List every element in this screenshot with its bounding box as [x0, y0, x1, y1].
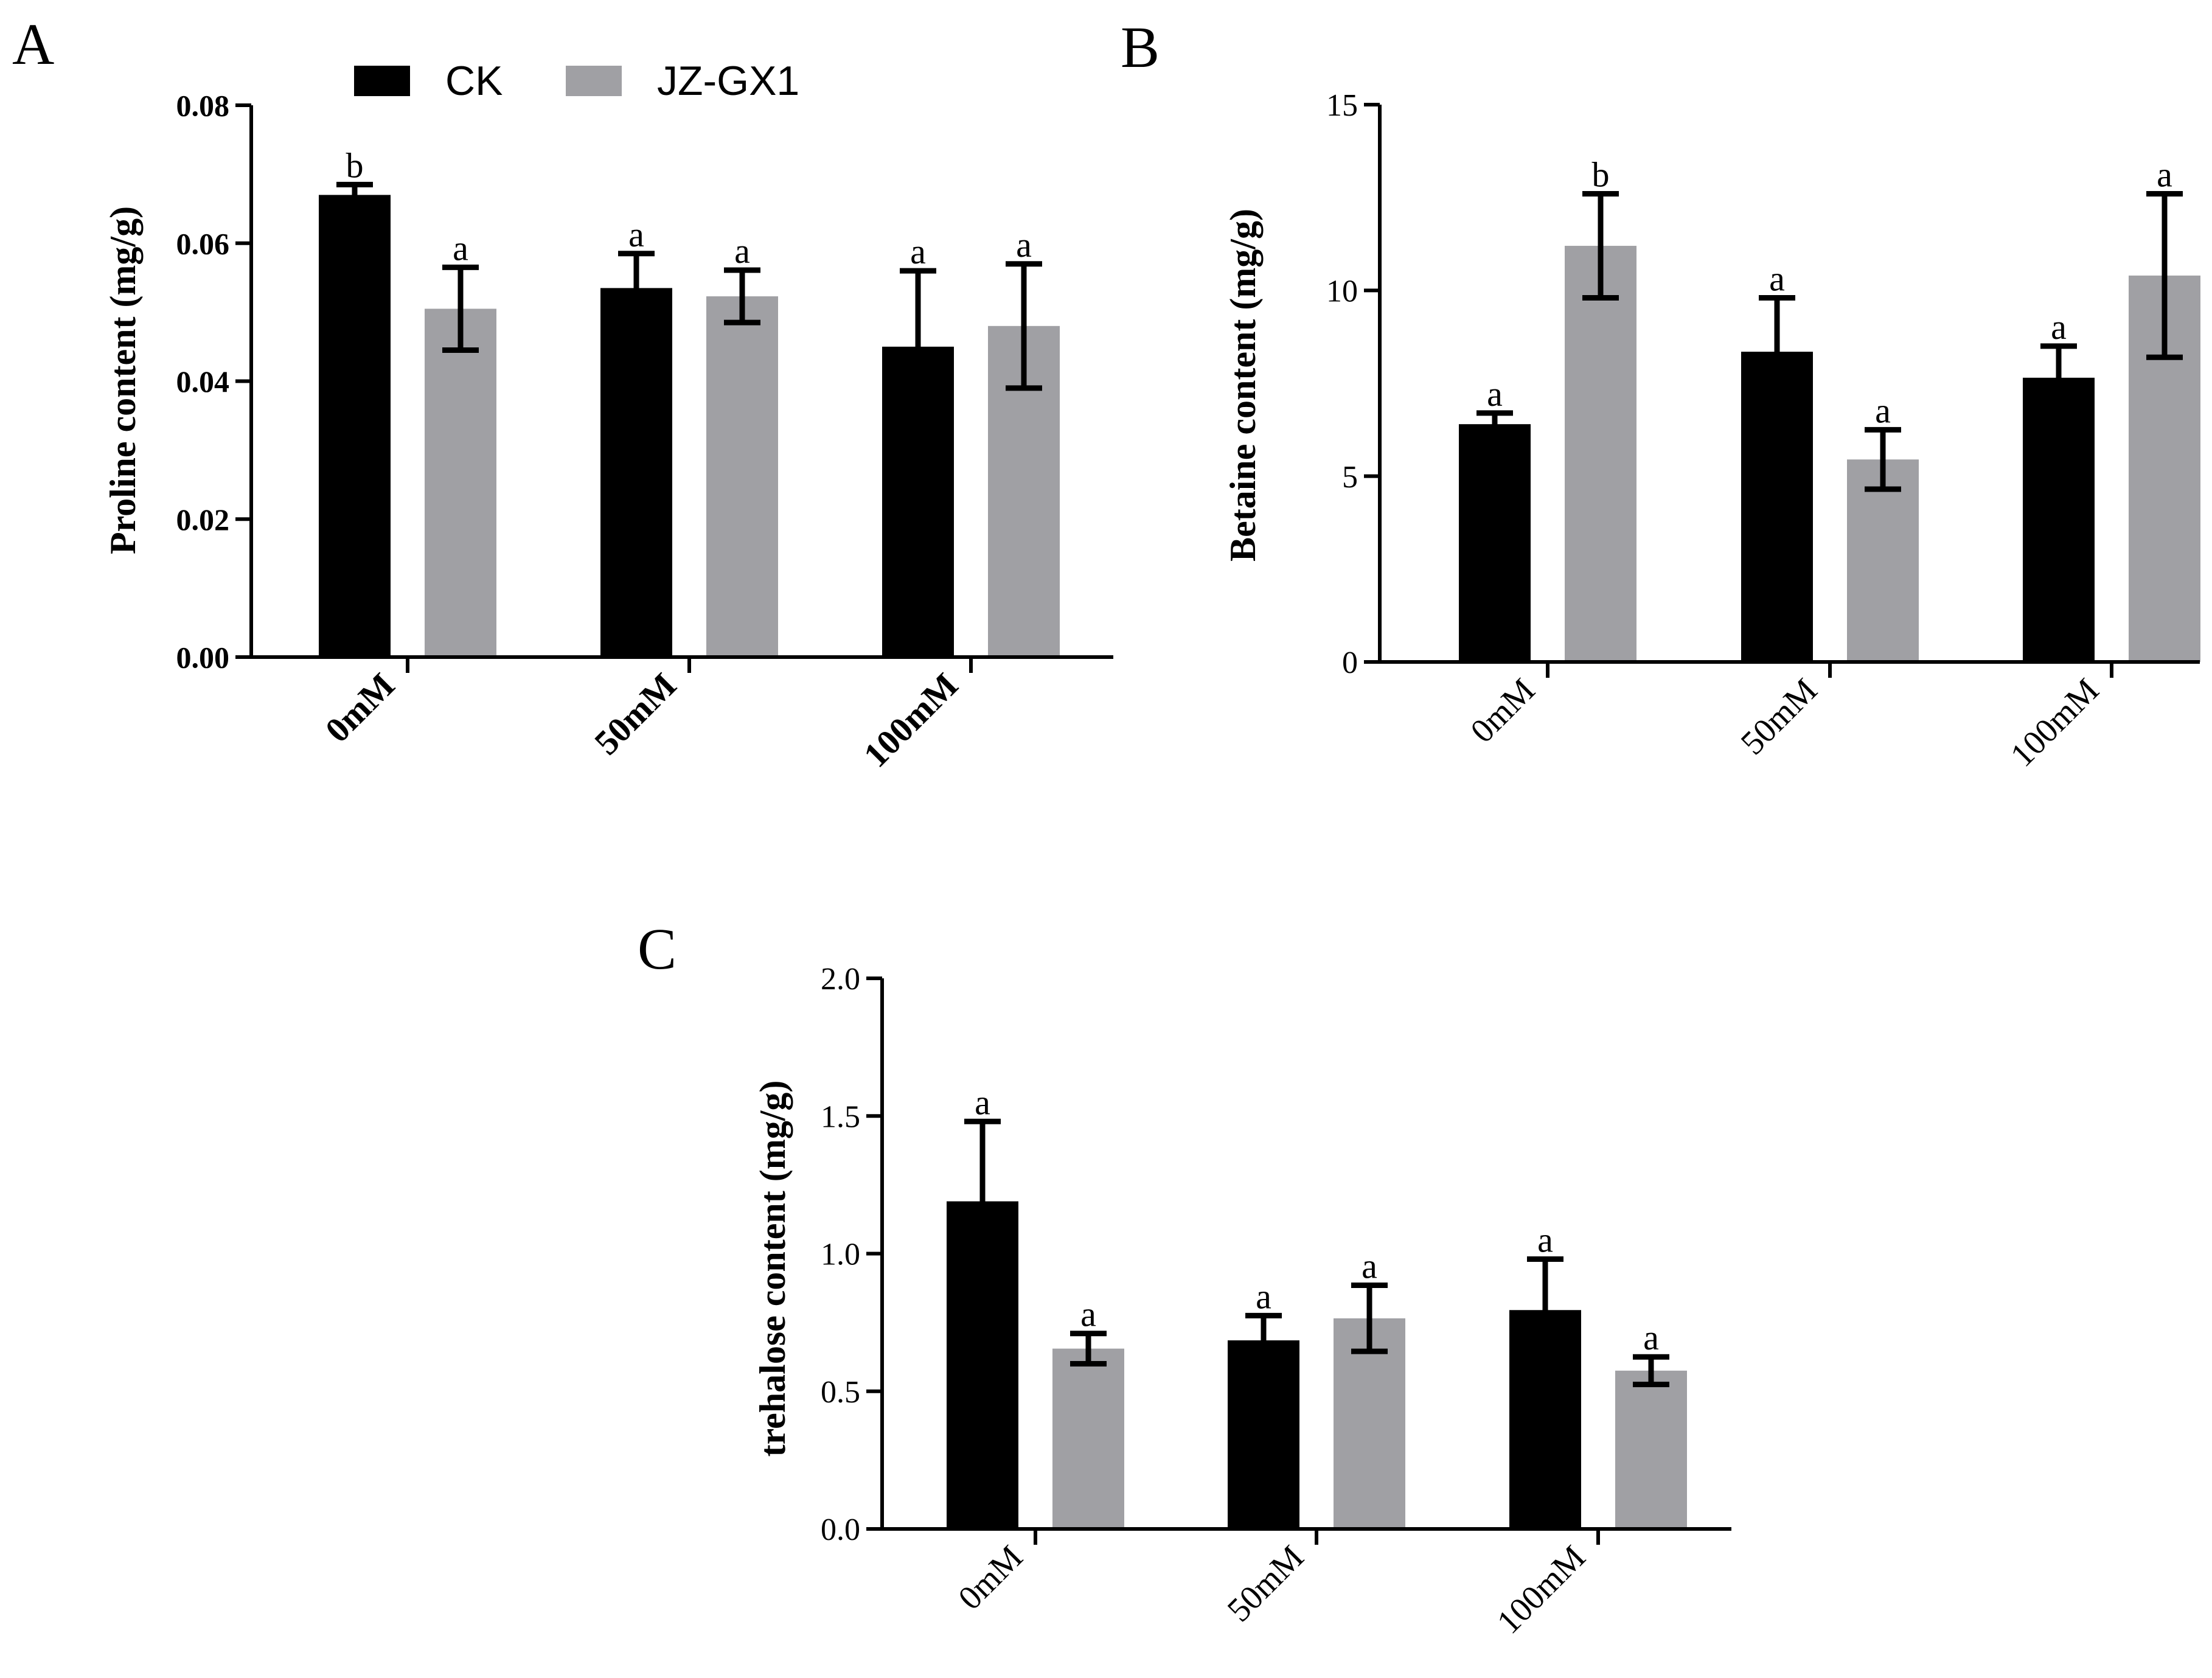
legend-swatch-jz-gx1 — [566, 66, 622, 96]
y-tick-label: 0.08 — [176, 89, 230, 123]
y-tick-label: 2.0 — [821, 962, 860, 997]
y-axis-title: Proline content (mg/g) — [103, 206, 143, 554]
bar-jz-gx1-0mm — [425, 308, 496, 657]
x-tick-label: 50mM — [586, 665, 684, 762]
significance-letter: a — [734, 231, 750, 271]
significance-letter: a — [2051, 307, 2067, 347]
significance-letter: a — [628, 215, 644, 254]
significance-letter: a — [1875, 391, 1891, 430]
significance-letter: a — [1537, 1220, 1553, 1260]
significance-letter: a — [910, 232, 926, 271]
x-tick-label: 0mM — [951, 1538, 1031, 1617]
significance-letter: a — [2157, 155, 2172, 195]
panel-a-chart: A CK JZ-GX1 Proline content (mg/g) b a a a a… — [12, 12, 1113, 775]
significance-letter: b — [346, 145, 364, 185]
significance-letter: a — [1256, 1276, 1271, 1316]
panel-c-chart: C trehalose content (mg/g) a a a a a a 0.0 0.5 1… — [638, 916, 1731, 1641]
y-tick-label: 0.0 — [821, 1513, 860, 1547]
significance-letter: a — [1643, 1318, 1659, 1357]
bar-ck-50mm — [1228, 1340, 1299, 1529]
significance-letter: a — [1080, 1295, 1096, 1334]
bar-ck-50mm — [600, 288, 672, 658]
y-tick-label: 15 — [1326, 88, 1358, 123]
significance-letter: a — [1769, 259, 1785, 299]
bar-jz-gx1-50mm — [706, 296, 778, 658]
y-tick-label: 0.00 — [176, 641, 230, 675]
y-tick-label: 0.06 — [176, 226, 230, 260]
legend-swatch-ck — [354, 66, 410, 96]
significance-letter: a — [1487, 374, 1503, 414]
bar-jz-gx1-0mm — [1052, 1348, 1124, 1529]
y-tick-label: 0 — [1342, 646, 1358, 680]
y-axis-title: trehalose content (mg/g) — [753, 1081, 793, 1457]
y-tick-label: 10 — [1326, 274, 1358, 309]
bar-ck-0mm — [319, 195, 391, 657]
x-tick-label: 0mM — [1464, 671, 1543, 750]
x-tick-label: 0mM — [318, 665, 402, 750]
panel-b-chart: B Betaine content (mg/g) a a a b a a 0 5 10 15 0mM… — [1121, 15, 2200, 775]
y-tick-label: 5 — [1342, 460, 1358, 495]
significance-letter: a — [1016, 225, 1032, 265]
significance-letter: b — [1592, 155, 1610, 195]
legend-label-ck: CK — [445, 58, 503, 104]
y-tick-label: 0.5 — [821, 1375, 860, 1410]
bar-ck-100mm — [2023, 377, 2095, 662]
x-tick-label: 100mM — [1490, 1538, 1593, 1641]
y-tick-label: 1.5 — [821, 1099, 860, 1134]
panel-a-label: A — [12, 12, 54, 77]
y-tick-label: 1.0 — [821, 1238, 860, 1272]
x-tick-label: 50mM — [1220, 1538, 1311, 1629]
y-tick-label: 0.04 — [176, 364, 230, 399]
panel-b-label: B — [1121, 15, 1160, 80]
significance-letter: a — [975, 1082, 990, 1122]
bar-jz-gx1-50mm — [1847, 459, 1919, 662]
x-tick-label: 50mM — [1734, 671, 1824, 762]
bar-jz-gx1-100mm — [1615, 1370, 1687, 1529]
y-axis-title: Betaine content (mg/g) — [1223, 209, 1263, 562]
legend-label-jz-gx1: JZ-GX1 — [657, 58, 799, 104]
y-tick-label: 0.02 — [176, 503, 230, 537]
legend: CK JZ-GX1 — [354, 58, 799, 104]
significance-letter: a — [1362, 1247, 1377, 1286]
bar-jz-gx1-0mm — [1565, 246, 1636, 662]
bar-ck-0mm — [1459, 424, 1531, 662]
x-tick-label: 100mM — [856, 665, 965, 775]
x-tick-label: 100mM — [2003, 671, 2106, 774]
significance-letter: a — [453, 228, 468, 268]
panel-c-label: C — [638, 916, 676, 981]
